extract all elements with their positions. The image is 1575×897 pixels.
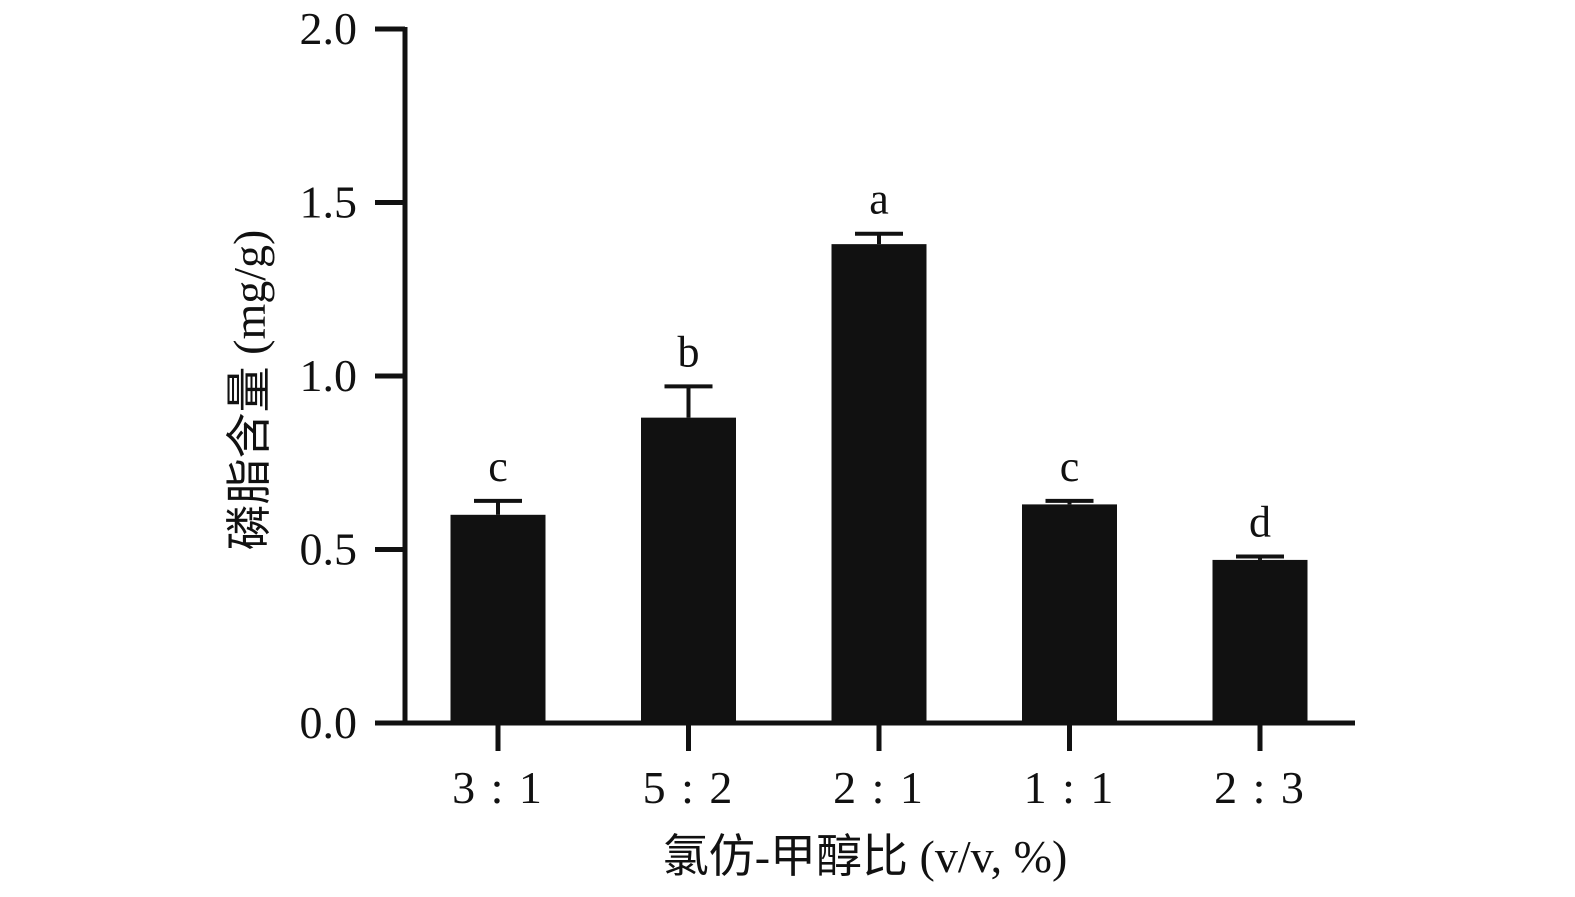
bar — [831, 244, 927, 723]
bar — [450, 514, 546, 723]
significance-label: c — [488, 442, 508, 491]
y-tick-label: 1.5 — [300, 177, 358, 228]
x-axis-title: 氯仿-甲醇比 (v/v, %) — [663, 831, 1068, 882]
x-tick-label: 1 : 1 — [1024, 762, 1116, 813]
bar — [641, 417, 736, 723]
x-tick-label: 5 : 2 — [643, 762, 735, 813]
x-tick-label: 2 : 1 — [833, 762, 925, 813]
y-tick-label: 2.0 — [300, 3, 358, 54]
significance-labels: c b a c d — [488, 175, 1271, 547]
error-bars — [474, 231, 1284, 560]
bar — [1212, 559, 1308, 723]
significance-label: d — [1249, 497, 1271, 546]
x-axis: 3 : 1 5 : 2 2 : 1 1 : 1 2 : 3 — [375, 720, 1355, 813]
x-tick-label: 3 : 1 — [452, 762, 544, 813]
significance-label: a — [869, 175, 889, 224]
y-tick-label: 0.5 — [300, 524, 358, 575]
y-axis: 0.0 0.5 1.0 1.5 2.0 — [300, 3, 408, 748]
significance-label: b — [678, 327, 700, 376]
y-tick-label: 0.0 — [300, 697, 358, 748]
y-tick-label: 1.0 — [300, 350, 358, 401]
y-axis-title: 磷脂含量 (mg/g) — [224, 230, 275, 551]
x-tick-label: 2 : 3 — [1214, 762, 1306, 813]
significance-label: c — [1060, 442, 1080, 491]
bar — [1022, 504, 1117, 723]
bars — [450, 244, 1308, 723]
